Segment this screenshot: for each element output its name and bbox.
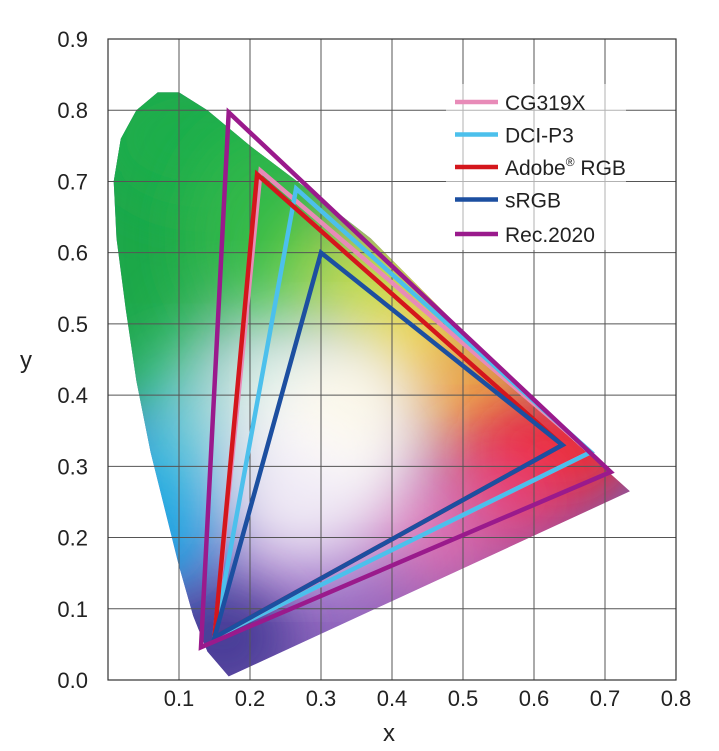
y-tick-label: 0.3 (57, 454, 88, 479)
x-axis-label: x (383, 720, 395, 747)
y-tick-label: 0.4 (57, 383, 88, 408)
x-tick-label: 0.7 (590, 686, 621, 711)
legend: CG319X DCI-P3 Adobe® RGB sRGB Rec.2020 (446, 84, 626, 250)
y-tick-label: 0.9 (57, 27, 88, 52)
legend-label: DCI-P3 (505, 125, 574, 148)
x-tick-label: 0.5 (448, 686, 479, 711)
color-blob (222, 441, 363, 562)
legend-label: CG319X (505, 92, 586, 115)
color-blob (289, 342, 410, 463)
x-tick-label: 0.6 (519, 686, 550, 711)
gamut-triangle-dci-p3 (211, 184, 595, 642)
x-tick-labels: 0.1 0.2 0.3 0.4 0.5 0.6 0.7 0.8 (164, 686, 692, 711)
y-tick-label: 0.0 (57, 668, 88, 693)
gamut-triangle-srgb (210, 248, 567, 642)
x-tick-label: 0.8 (661, 686, 692, 711)
plot-frame (107, 38, 677, 681)
x-tick-label: 0.3 (306, 686, 337, 711)
y-tick-labels: 0.0 0.1 0.2 0.3 0.4 0.5 0.6 0.7 0.8 0.9 (57, 27, 88, 693)
legend-label: sRGB (505, 190, 561, 213)
gamut-triangle-rec-2020 (198, 107, 615, 651)
y-tick-label: 0.1 (57, 597, 88, 622)
y-tick-label: 0.5 (57, 312, 88, 337)
x-tick-label: 0.1 (164, 686, 195, 711)
y-tick-label: 0.6 (57, 241, 88, 266)
x-tick-label: 0.4 (377, 686, 408, 711)
y-axis-label: y (20, 347, 32, 374)
gamut-triangles (198, 107, 615, 651)
y-tick-label: 0.8 (57, 98, 88, 123)
legend-label: Adobe® RGB (505, 155, 626, 180)
legend-label: Rec.2020 (505, 224, 595, 247)
y-tick-label: 0.2 (57, 526, 88, 551)
y-tick-label: 0.7 (57, 169, 88, 194)
x-tick-label: 0.2 (235, 686, 266, 711)
